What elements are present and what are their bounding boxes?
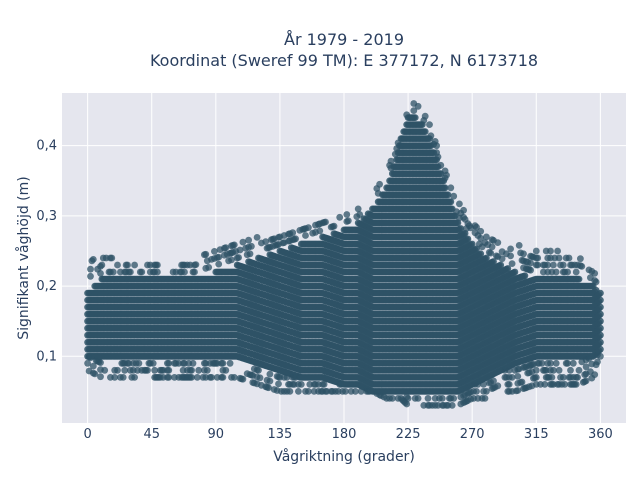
scatter-point: [188, 374, 196, 381]
scatter-point: [119, 374, 127, 381]
scatter-point: [165, 359, 173, 367]
scatter-point: [427, 132, 435, 140]
scatter-point: [322, 218, 329, 226]
scatter-point: [144, 366, 151, 374]
scatter-point: [89, 362, 97, 370]
scatter-point: [286, 388, 294, 395]
scatter-point: [124, 261, 131, 269]
scatter-point: [87, 265, 94, 273]
scatter-point: [414, 395, 422, 402]
scatter-point: [344, 217, 352, 225]
scatter-point: [426, 121, 433, 128]
scatter-point: [193, 374, 201, 381]
scatter-point: [266, 370, 274, 378]
scatter-point: [114, 261, 121, 269]
scatter-point: [421, 112, 429, 120]
scatter-point: [89, 256, 97, 263]
scatter-point: [111, 374, 119, 381]
scatter-point: [330, 222, 338, 230]
scatter-point: [203, 366, 211, 374]
scatter-point: [256, 374, 264, 382]
scatter-point: [295, 388, 302, 395]
scatter-point: [151, 366, 159, 374]
scatter-point: [275, 380, 282, 388]
scatter-point: [97, 373, 104, 381]
scatter-point: [266, 377, 274, 385]
scatter-point: [87, 272, 94, 280]
scatter-point: [226, 359, 234, 367]
scatter-point: [255, 366, 262, 374]
scatter-point: [192, 261, 200, 268]
scatter-point: [230, 241, 238, 249]
scatter-point: [376, 180, 383, 188]
scatter-point: [165, 366, 173, 374]
scatter-point: [289, 229, 297, 237]
scatter-point: [135, 359, 143, 367]
scatter-point: [297, 381, 305, 388]
scatter-point: [246, 250, 254, 258]
scatter-point: [411, 114, 419, 121]
scatter-point: [253, 234, 261, 241]
scatter-point: [109, 268, 117, 276]
scatter-point: [316, 227, 324, 235]
scatter-point: [414, 102, 422, 110]
scatter-point: [424, 395, 432, 402]
scatter-point: [215, 260, 223, 268]
scatter-point: [108, 254, 116, 262]
scatter-point: [84, 359, 91, 367]
scatter-point: [97, 359, 104, 366]
scatter-point: [98, 261, 106, 269]
scatter-point: [138, 268, 146, 276]
scatter-point: [189, 359, 197, 367]
scatter-point: [154, 268, 161, 276]
scatter-point: [114, 366, 121, 374]
scatter-point: [101, 366, 109, 374]
scatter-point: [195, 366, 203, 374]
scatter-point: [126, 268, 134, 276]
scatter-point: [343, 211, 351, 218]
scatter-point: [131, 261, 139, 269]
scatter-point: [208, 374, 215, 381]
scatter-point: [205, 264, 213, 271]
scatter-point: [235, 254, 243, 261]
scatter-point: [149, 359, 157, 367]
scatter-point: [230, 374, 238, 381]
chart-title-line-1: År 1979 - 2019: [284, 30, 404, 49]
scatter-point: [181, 268, 188, 276]
scatter-point: [336, 213, 344, 221]
scatter-point: [211, 248, 218, 255]
scatter-point: [202, 250, 210, 258]
scatter-point: [248, 242, 255, 250]
scatter-points: [84, 100, 604, 409]
scatter-point: [131, 374, 139, 381]
scatter-point: [91, 370, 99, 378]
scatter-point: [215, 253, 223, 261]
scatter-point: [165, 374, 173, 381]
scatter-point: [421, 128, 429, 136]
scatter-point: [97, 270, 104, 277]
scatter-point: [121, 366, 129, 374]
scatter-point: [219, 359, 227, 367]
scatter-point: [305, 224, 312, 232]
scatter-point: [292, 235, 299, 243]
scatter-point: [188, 366, 196, 374]
scatter-point: [404, 395, 412, 402]
scatter-point: [239, 375, 247, 383]
scatter-point: [302, 232, 309, 239]
scatter-point: [191, 268, 198, 276]
scatter-point: [154, 261, 161, 269]
scatter-point: [245, 236, 253, 244]
chart-title-line-2: Koordinat (Sweref 99 TM): E 377172, N 61…: [150, 51, 538, 70]
scatter-point: [222, 366, 230, 374]
scatter-point: [219, 374, 227, 381]
